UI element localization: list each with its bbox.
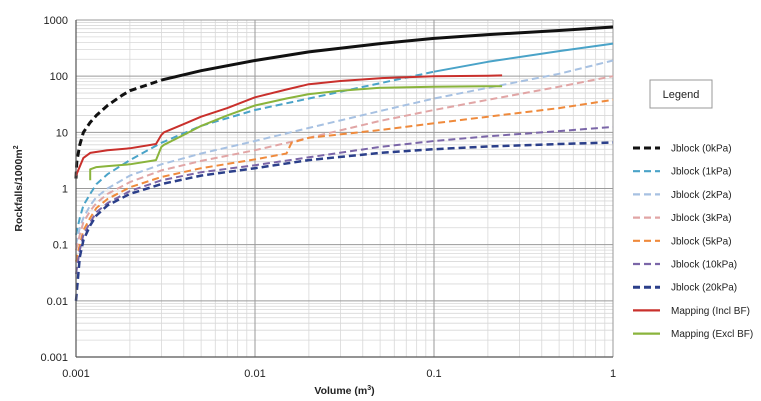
series-line (74, 141, 614, 301)
series-line (75, 59, 614, 245)
legend-item: Mapping (Incl BF) (633, 306, 750, 317)
series-jblock-0kpa (74, 25, 614, 179)
legend-item: Jblock (20kPa) (633, 283, 737, 294)
series-line (75, 98, 614, 262)
legend-label: Jblock (0kPa) (671, 144, 732, 155)
legend-label: Jblock (1kPa) (671, 167, 732, 178)
axes: 0.001 0.01 0.1 1 0.001 0.01 0.1 1 10 100 1000 (40, 15, 616, 380)
series-jblock-10kpa (75, 125, 614, 275)
legend-title: Legend (663, 89, 700, 101)
legend-label: Mapping (Excl BF) (671, 329, 753, 340)
series-line-solid (433, 42, 614, 73)
legend-item: Jblock (5kPa) (633, 236, 732, 247)
y-tick-label: 0.1 (53, 240, 68, 252)
series-jblock-2kpa (75, 59, 614, 245)
series-line (75, 75, 614, 251)
y-tick-label: 10 (56, 127, 68, 139)
series-mapping-excl-bf (89, 85, 503, 181)
x-axis-title-end: ) (371, 385, 375, 397)
x-axis-title: Volume (m3) (314, 385, 374, 397)
legend-items: Jblock (0kPa) Jblock (1kPa) Jblock (2kPa) J… (633, 144, 753, 340)
legend-label: Jblock (2kPa) (671, 190, 732, 201)
series-jblock-1kpa (75, 42, 614, 236)
gridlines (75, 19, 614, 358)
legend-label: Jblock (10kPa) (671, 260, 737, 271)
legend-item: Jblock (0kPa) (633, 144, 732, 155)
data-series (74, 25, 614, 301)
legend-label: Jblock (5kPa) (671, 236, 732, 247)
legend-item: Jblock (3kPa) (633, 213, 732, 224)
series-jblock-5kpa (75, 98, 614, 262)
x-tick-label: 0.1 (426, 368, 441, 380)
series-line (75, 74, 503, 176)
y-axis-title-main: Rockfalls/1000m (13, 149, 25, 231)
legend-item: Jblock (10kPa) (633, 260, 737, 271)
legend: Legend Jblock (0kPa)Jblock (1kPa)Jblock … (633, 79, 753, 340)
x-axis-title-main: Volume (m (314, 385, 367, 397)
legend-label: Mapping (Incl BF) (671, 306, 750, 317)
x-axis-title-superscript: 3 (367, 385, 371, 392)
series-line (89, 85, 503, 181)
series-line-solid (161, 25, 614, 82)
x-tick-label: 0.001 (62, 368, 90, 380)
series-line-dashed (74, 78, 162, 179)
series-jblock-3kpa (75, 75, 614, 251)
legend-label: Jblock (3kPa) (671, 213, 732, 224)
series-mapping-incl-bf (75, 74, 503, 176)
y-axis-title: Rockfalls/1000m2 (13, 145, 25, 231)
y-tick-label: 1 (62, 184, 68, 196)
legend-item: Mapping (Excl BF) (633, 329, 753, 340)
series-line (75, 125, 614, 275)
x-tick-label: 0.01 (244, 368, 265, 380)
legend-title-box (649, 79, 713, 109)
legend-item: Jblock (2kPa) (633, 190, 732, 201)
y-tick-label: 0.001 (40, 352, 68, 364)
y-axis-title-superscript: 2 (13, 145, 20, 149)
series-line-dashed (75, 70, 435, 236)
y-tick-label: 1000 (44, 15, 68, 27)
y-tick-label: 100 (50, 71, 68, 83)
series-jblock-20kpa (74, 141, 614, 301)
x-tick-label: 1 (610, 368, 616, 380)
legend-label: Jblock (20kPa) (671, 283, 737, 294)
y-tick-label: 0.01 (47, 296, 68, 308)
legend-item: Jblock (1kPa) (633, 167, 732, 178)
